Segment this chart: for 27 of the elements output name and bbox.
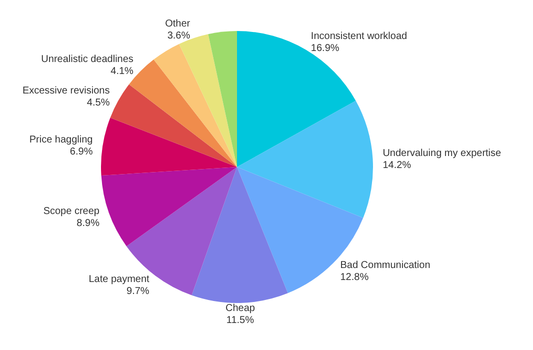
data-label: 14.2% xyxy=(382,160,412,171)
data-label: 6.9% xyxy=(70,146,93,158)
data-label: 4.1% xyxy=(110,66,134,78)
slice-label: Price haggling xyxy=(29,134,93,146)
pie-slice xyxy=(101,167,237,246)
data-label: 9.7% xyxy=(126,286,150,297)
pie-slice xyxy=(208,31,237,167)
data-label: 8.9% xyxy=(76,218,100,230)
pie-slice xyxy=(192,167,288,303)
slice-label: Inconsistent workload xyxy=(310,31,408,42)
pie-slice xyxy=(101,118,237,176)
data-label: 3.6% xyxy=(167,30,190,42)
slice-label: Late payment xyxy=(88,274,150,285)
pie-slice xyxy=(154,44,237,167)
data-label: 4.5% xyxy=(86,97,110,108)
slice-label: Bad Communication xyxy=(340,260,430,272)
pie-slice xyxy=(237,100,373,218)
slice-label: Unrealistic deadlines xyxy=(41,54,134,66)
data-label: 12.8% xyxy=(340,272,369,284)
data-label: 11.5% xyxy=(226,314,254,326)
pie-slice xyxy=(110,84,237,167)
slice-label: Scope creep xyxy=(43,206,100,218)
slice-label: Other xyxy=(165,18,191,30)
slice-label: Cheap xyxy=(225,302,256,314)
slice-label: Excessive revisions xyxy=(22,85,110,96)
slice-label: Undervaluing my expertise xyxy=(382,148,502,159)
data-label: 16.9% xyxy=(310,43,340,54)
